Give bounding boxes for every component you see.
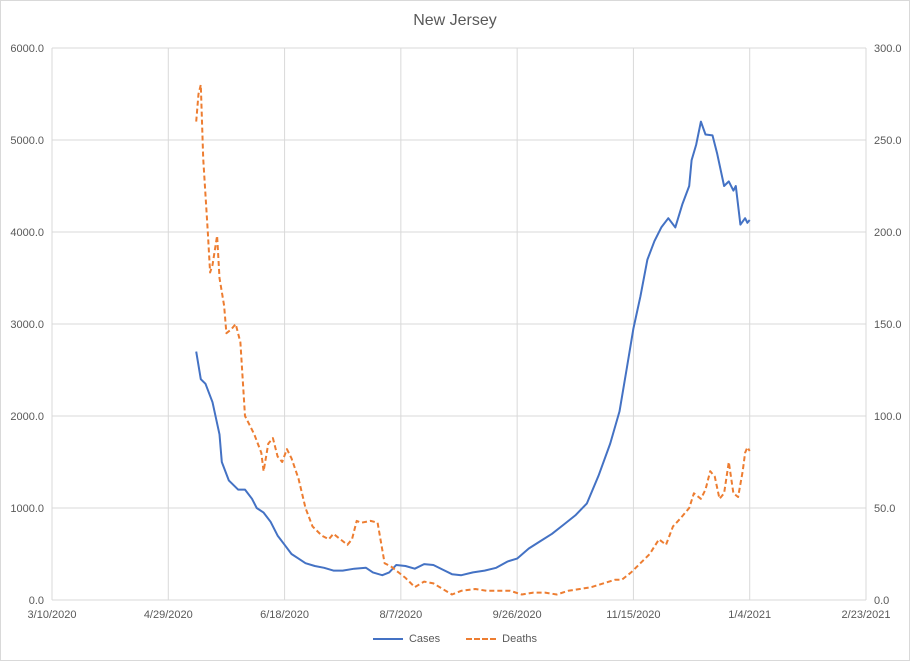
y-right-tick-label: 300.0	[874, 43, 902, 55]
x-tick-label: 2/23/2021	[842, 609, 891, 621]
x-tick-label: 9/26/2020	[493, 609, 542, 621]
y-right-tick-label: 50.0	[874, 503, 895, 515]
x-tick-label: 6/18/2020	[260, 609, 309, 621]
legend-item-cases: Cases	[372, 633, 441, 645]
y-left-tick-label: 2000.0	[10, 411, 44, 423]
series-line-cases	[195, 120, 751, 577]
x-tick-label: 8/7/2020	[379, 609, 422, 621]
legend-item-deaths: Deaths	[466, 633, 537, 645]
x-tick-label: 11/15/2020	[606, 609, 660, 621]
x-tick-label: 1/4/2021	[728, 609, 771, 621]
y-left-tick-label: 0.0	[29, 595, 44, 607]
y-left-tick-label: 5000.0	[10, 135, 44, 147]
chart-legend: Cases Deaths	[0, 633, 910, 645]
y-right-tick-label: 200.0	[874, 227, 902, 239]
chart-title: New Jersey	[413, 12, 497, 29]
x-tick-label: 4/29/2020	[144, 609, 193, 621]
legend-label-deaths: Deaths	[502, 633, 538, 645]
y-left-tick-label: 4000.0	[10, 227, 44, 239]
legend-swatch-cases	[372, 638, 403, 640]
y-right-tick-label: 250.0	[874, 135, 902, 147]
y-right-tick-label: 150.0	[874, 319, 902, 331]
y-right-tick-label: 100.0	[874, 411, 902, 423]
legend-swatch-deaths	[466, 638, 497, 640]
y-left-tick-label: 6000.0	[10, 43, 44, 55]
legend-label-cases: Cases	[408, 633, 441, 645]
x-tick-label: 3/10/2020	[28, 609, 77, 621]
y-right-tick-label: 0.0	[874, 595, 889, 607]
y-left-tick-label: 3000.0	[10, 319, 44, 331]
y-left-tick-label: 1000.0	[10, 503, 44, 515]
series-line-deaths	[195, 83, 751, 596]
